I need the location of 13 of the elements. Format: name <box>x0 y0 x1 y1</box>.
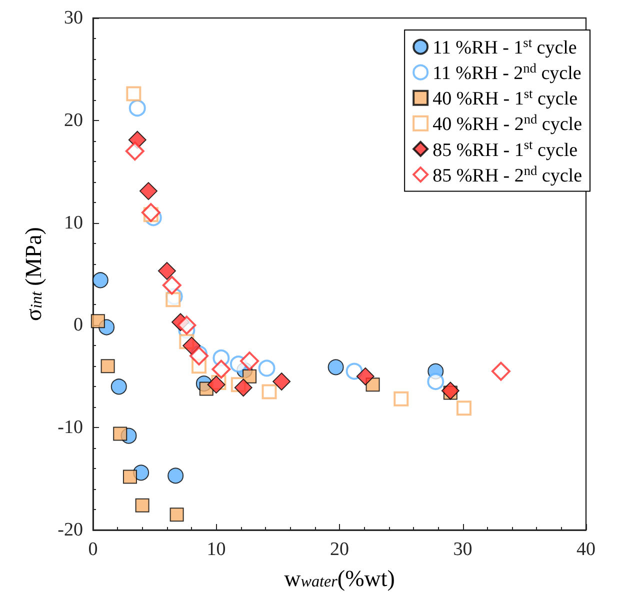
y-tick-label: 0 <box>74 314 83 336</box>
x-tick-label: 30 <box>453 539 472 560</box>
y-tick-label: 20 <box>64 110 83 131</box>
x-tick-label: 10 <box>206 539 226 560</box>
y-tick-label: -10 <box>58 417 83 438</box>
x-tick-label: 40 <box>576 539 596 560</box>
x-tick-label: 0 <box>88 539 98 560</box>
y-tick-label: -20 <box>58 520 83 540</box>
y-tick-label: 10 <box>64 212 83 234</box>
x-tick-label: 20 <box>330 539 349 560</box>
y-tick-label: 30 <box>64 8 83 28</box>
x-axis-title: wwater(%wt) <box>284 566 395 592</box>
y-axis-title: σint (MPa) <box>21 227 46 321</box>
